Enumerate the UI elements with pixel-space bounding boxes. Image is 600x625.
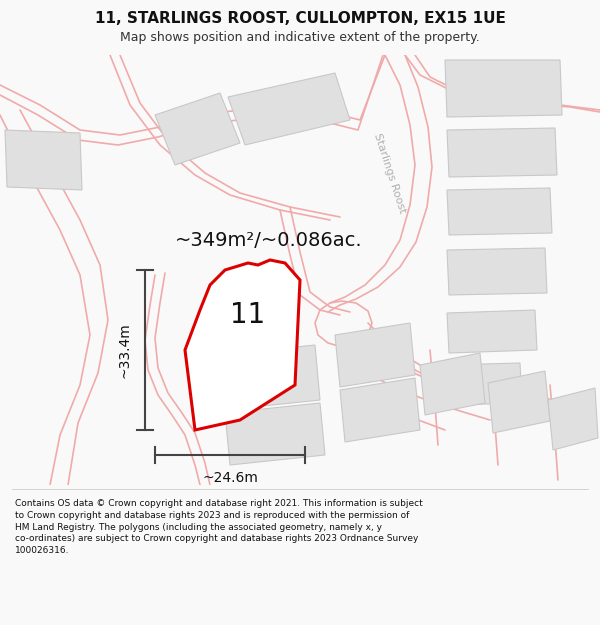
Text: ~349m²/~0.086ac.: ~349m²/~0.086ac. xyxy=(175,231,362,249)
Polygon shape xyxy=(548,388,598,450)
Text: ~33.4m: ~33.4m xyxy=(117,322,131,378)
Text: 11, STARLINGS ROOST, CULLOMPTON, EX15 1UE: 11, STARLINGS ROOST, CULLOMPTON, EX15 1U… xyxy=(95,11,505,26)
Polygon shape xyxy=(447,310,537,353)
Text: Map shows position and indicative extent of the property.: Map shows position and indicative extent… xyxy=(120,31,480,44)
Polygon shape xyxy=(445,60,562,117)
Polygon shape xyxy=(220,345,320,410)
Polygon shape xyxy=(448,363,522,405)
Polygon shape xyxy=(335,323,415,387)
Polygon shape xyxy=(228,73,350,145)
Text: 11: 11 xyxy=(230,301,265,329)
Polygon shape xyxy=(447,188,552,235)
Polygon shape xyxy=(488,371,550,433)
Polygon shape xyxy=(420,353,485,415)
Polygon shape xyxy=(185,260,300,430)
Polygon shape xyxy=(5,130,82,190)
Polygon shape xyxy=(447,128,557,177)
Polygon shape xyxy=(225,403,325,465)
Text: ~24.6m: ~24.6m xyxy=(202,471,258,485)
Polygon shape xyxy=(155,93,240,165)
Polygon shape xyxy=(340,378,420,442)
Text: Starlings Roost: Starlings Roost xyxy=(373,132,407,214)
Text: Contains OS data © Crown copyright and database right 2021. This information is : Contains OS data © Crown copyright and d… xyxy=(15,499,423,555)
Polygon shape xyxy=(447,248,547,295)
